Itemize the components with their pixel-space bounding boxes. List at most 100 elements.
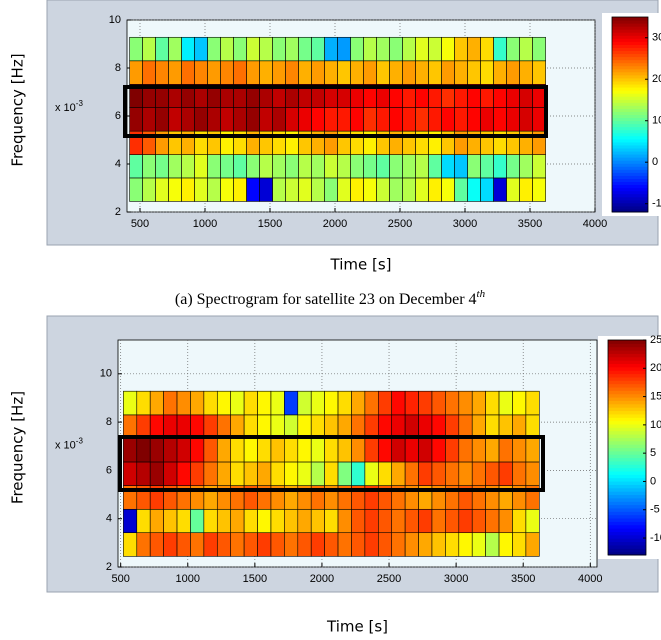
colorbar-step <box>612 53 648 58</box>
heatmap-cell <box>498 438 513 463</box>
heatmap-cell <box>519 154 533 179</box>
heatmap-cell <box>123 414 138 439</box>
colorbar-step <box>608 366 646 371</box>
colorbar-step <box>612 135 648 140</box>
heatmap-cell <box>418 508 433 534</box>
heatmap-cell <box>351 532 366 557</box>
heatmap-cell <box>389 107 403 132</box>
colorbar-step <box>612 166 648 170</box>
heatmap-cell <box>431 414 446 439</box>
heatmap-cell <box>376 154 390 179</box>
heatmap-cell <box>458 414 473 439</box>
heatmap-cell <box>203 508 218 534</box>
highlight-box <box>123 85 548 138</box>
heatmap-cell <box>123 532 138 557</box>
heatmap-cell <box>207 107 221 132</box>
heatmap-cell <box>194 60 208 85</box>
colorbar-step <box>612 26 648 30</box>
heatmap-cell <box>471 438 486 463</box>
heatmap-cell <box>129 154 143 179</box>
heatmap-cell <box>129 177 143 202</box>
heatmap-cell <box>324 177 338 202</box>
heatmap-cell <box>467 107 481 132</box>
heatmap-cell <box>181 154 195 179</box>
colorbar-tick-label: 20 <box>650 362 661 374</box>
colorbar-step <box>612 181 648 186</box>
heatmap-cell <box>284 438 299 463</box>
heatmap-cell <box>377 461 393 486</box>
colorbar-step <box>612 50 648 55</box>
heatmap-cell <box>337 154 351 179</box>
heatmap-cell <box>136 508 151 534</box>
heatmap-cell <box>471 532 486 557</box>
x-tick-label: 2500 <box>388 218 412 230</box>
colorbar-step <box>608 477 646 482</box>
heatmap-cell <box>512 532 527 557</box>
heatmap-cell <box>163 461 178 486</box>
heatmap-cell <box>246 60 260 85</box>
heatmap-cell <box>377 414 393 439</box>
x-tick-label: 500 <box>112 573 130 585</box>
heatmap-cell <box>525 414 540 439</box>
heatmap-cell <box>230 438 245 463</box>
heatmap-cell <box>136 532 151 557</box>
heatmap-cell <box>418 390 433 416</box>
heatmap-cell <box>168 60 182 85</box>
colorbar-step <box>612 68 648 73</box>
colorbar-step <box>612 17 648 21</box>
colorbar-step <box>608 413 646 418</box>
heatmap-cell <box>285 36 299 62</box>
colorbar-step <box>612 205 648 210</box>
heatmap-cell <box>272 60 286 85</box>
heatmap-cell <box>431 532 446 557</box>
colorbar-tick-label: 15 <box>650 390 661 402</box>
heatmap-cell <box>389 177 403 202</box>
colorbar-step <box>608 346 646 351</box>
colorbar-step <box>608 518 646 522</box>
heatmap-cell <box>259 36 273 62</box>
heatmap-cell <box>532 177 546 202</box>
heatmap-cell <box>246 177 260 202</box>
heatmap-cell <box>194 154 208 179</box>
colorbar-step <box>608 420 646 425</box>
colorbar-step <box>608 541 646 546</box>
heatmap-cell <box>485 390 500 416</box>
colorbar-step <box>608 440 646 445</box>
colorbar-tick-label: 5 <box>650 447 656 459</box>
heatmap-cell <box>298 177 312 202</box>
colorbar-step <box>608 447 646 452</box>
heatmap-cell <box>311 36 325 62</box>
heatmap-cell <box>142 60 156 85</box>
heatmap-cell <box>163 390 178 416</box>
colorbar-step <box>612 38 648 42</box>
heatmap-cell <box>243 390 258 416</box>
heatmap-cell <box>233 154 247 179</box>
heatmap-cell <box>297 390 312 416</box>
colorbar-tick-label: 10 <box>650 419 661 431</box>
heatmap-cell <box>298 60 312 85</box>
heatmap-cell <box>270 438 285 463</box>
heatmap-cell <box>230 414 245 439</box>
heatmap-cell <box>270 390 285 416</box>
heatmap-cell <box>270 414 285 439</box>
heatmap-cell <box>136 438 151 463</box>
heatmap-cell <box>216 532 232 557</box>
colorbar-step <box>608 548 646 553</box>
heatmap-cell <box>259 154 273 179</box>
y-multiplier: x 10-3 <box>55 437 83 452</box>
heatmap-cell <box>176 438 191 463</box>
heatmap-cell <box>391 508 406 534</box>
heatmap-cell <box>415 36 429 62</box>
heatmap-cell <box>149 461 164 486</box>
heatmap-cell <box>428 154 442 179</box>
colorbar-step <box>612 99 648 103</box>
heatmap-cell <box>298 154 312 179</box>
heatmap-cell <box>311 177 325 202</box>
colorbar-step <box>608 544 646 549</box>
heatmap-cell <box>220 107 234 132</box>
heatmap-cell <box>458 532 473 557</box>
heatmap-cell <box>220 60 234 85</box>
heatmap-cell <box>142 107 156 132</box>
colorbar-tick-label: 0 <box>652 156 658 168</box>
heatmap-cell <box>246 107 260 132</box>
